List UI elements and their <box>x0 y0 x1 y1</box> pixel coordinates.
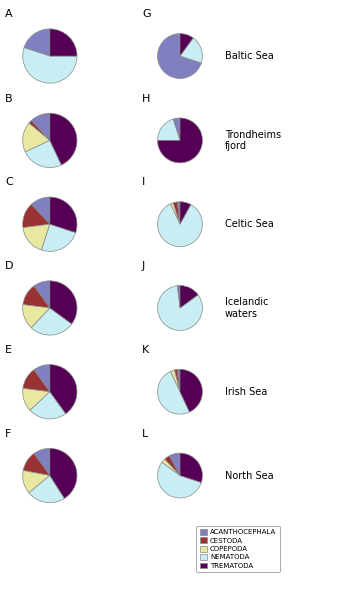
Wedge shape <box>31 308 72 335</box>
Wedge shape <box>173 202 180 224</box>
Wedge shape <box>158 372 190 414</box>
Text: C: C <box>5 178 13 188</box>
Wedge shape <box>177 369 180 392</box>
Wedge shape <box>31 197 50 224</box>
Wedge shape <box>180 369 202 412</box>
Wedge shape <box>23 286 50 308</box>
Wedge shape <box>23 224 50 250</box>
Legend: ACANTHOCEPHALA, CESTODA, COPEPODA, NEMATODA, TREMATODA: ACANTHOCEPHALA, CESTODA, COPEPODA, NEMAT… <box>196 526 280 572</box>
Wedge shape <box>23 204 50 228</box>
Wedge shape <box>25 140 62 168</box>
Text: Icelandic
waters: Icelandic waters <box>225 297 268 319</box>
Wedge shape <box>170 203 180 224</box>
Wedge shape <box>158 286 202 330</box>
Wedge shape <box>180 453 202 483</box>
Wedge shape <box>158 119 180 140</box>
Wedge shape <box>180 56 201 63</box>
Wedge shape <box>24 29 50 56</box>
Wedge shape <box>50 281 77 324</box>
Wedge shape <box>42 224 76 251</box>
Wedge shape <box>158 118 202 163</box>
Wedge shape <box>158 463 201 498</box>
Wedge shape <box>23 470 50 493</box>
Wedge shape <box>31 113 50 140</box>
Wedge shape <box>158 204 202 247</box>
Wedge shape <box>23 48 77 83</box>
Wedge shape <box>165 456 180 476</box>
Text: I: I <box>142 178 145 188</box>
Text: Irish Sea: Irish Sea <box>225 387 267 396</box>
Wedge shape <box>50 29 77 56</box>
Wedge shape <box>50 197 77 232</box>
Wedge shape <box>180 56 201 63</box>
Wedge shape <box>34 281 50 308</box>
Wedge shape <box>34 448 50 476</box>
Wedge shape <box>29 476 65 503</box>
Wedge shape <box>23 388 50 410</box>
Text: North Sea: North Sea <box>225 471 273 480</box>
Text: D: D <box>5 261 14 271</box>
Text: B: B <box>5 94 13 104</box>
Wedge shape <box>23 123 50 152</box>
Wedge shape <box>50 113 77 165</box>
Wedge shape <box>180 202 191 224</box>
Wedge shape <box>23 304 50 328</box>
Wedge shape <box>177 286 180 308</box>
Wedge shape <box>29 120 50 140</box>
Wedge shape <box>23 370 50 392</box>
Wedge shape <box>158 34 201 78</box>
Text: H: H <box>142 94 150 104</box>
Text: F: F <box>5 429 11 439</box>
Wedge shape <box>174 369 180 392</box>
Wedge shape <box>24 48 50 56</box>
Wedge shape <box>173 118 180 140</box>
Text: Baltic Sea: Baltic Sea <box>225 51 273 61</box>
Wedge shape <box>24 48 50 56</box>
Wedge shape <box>180 286 198 308</box>
Wedge shape <box>169 453 180 476</box>
Wedge shape <box>177 202 180 224</box>
Text: J: J <box>142 261 145 271</box>
Wedge shape <box>177 286 180 308</box>
Wedge shape <box>177 286 180 308</box>
Wedge shape <box>170 370 180 392</box>
Wedge shape <box>30 392 66 419</box>
Wedge shape <box>173 119 180 140</box>
Wedge shape <box>173 119 180 140</box>
Text: G: G <box>142 9 151 19</box>
Wedge shape <box>50 448 77 499</box>
Text: Trondheims
fjord: Trondheims fjord <box>225 130 281 151</box>
Wedge shape <box>34 365 50 392</box>
Wedge shape <box>162 459 180 476</box>
Text: A: A <box>5 9 13 19</box>
Text: K: K <box>142 345 149 355</box>
Wedge shape <box>180 34 193 56</box>
Text: Celtic Sea: Celtic Sea <box>225 219 273 229</box>
Text: E: E <box>5 345 12 355</box>
Text: L: L <box>142 429 148 439</box>
Wedge shape <box>180 38 202 63</box>
Wedge shape <box>23 454 50 476</box>
Wedge shape <box>50 365 77 414</box>
